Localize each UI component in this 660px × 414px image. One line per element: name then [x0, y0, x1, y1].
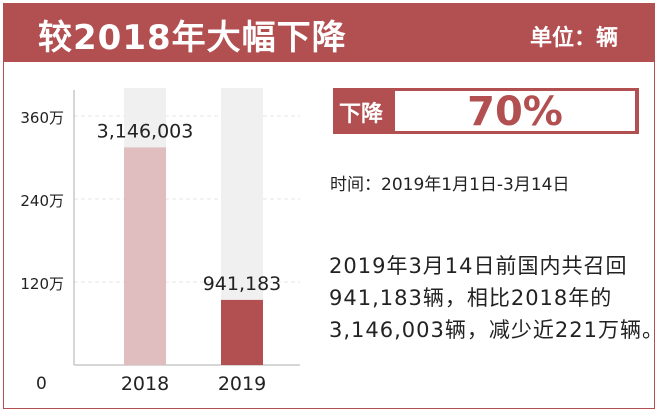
bar: [221, 299, 263, 365]
card-frame: [3, 3, 655, 409]
page-title: 较2018年大幅下降: [38, 18, 347, 58]
decrease-value-box: 70%: [395, 89, 635, 135]
header-bar: 较2018年大幅下降 单位：辆: [4, 4, 654, 62]
description-line: 3,146,003辆，减少近221万辆。: [329, 318, 660, 342]
y-tick-label: 240万: [20, 192, 64, 210]
decrease-badge: 下降 70%: [333, 88, 639, 135]
data-label: 3,146,003: [97, 120, 194, 142]
bar: [124, 147, 166, 365]
decrease-label: 下降: [339, 102, 384, 127]
x-tick-label: 2019: [218, 373, 266, 395]
description-line: 941,183辆，相比2018年的: [329, 286, 613, 310]
description-line: 2019年3月14日前国内共召回: [329, 254, 628, 278]
y-tick-label: 0: [36, 374, 47, 394]
description: 2019年3月14日前国内共召回 941,183辆，相比2018年的 3,146…: [329, 250, 660, 346]
x-tick-label: 2018: [121, 373, 169, 395]
y-tick-label: 360万: [20, 109, 64, 127]
decrease-value: 70%: [467, 89, 563, 135]
time-range: 时间：2019年1月1日-3月14日: [330, 175, 570, 195]
unit-label: 单位：辆: [529, 26, 618, 51]
data-label: 941,183: [203, 273, 282, 295]
y-tick-label: 120万: [20, 275, 64, 293]
